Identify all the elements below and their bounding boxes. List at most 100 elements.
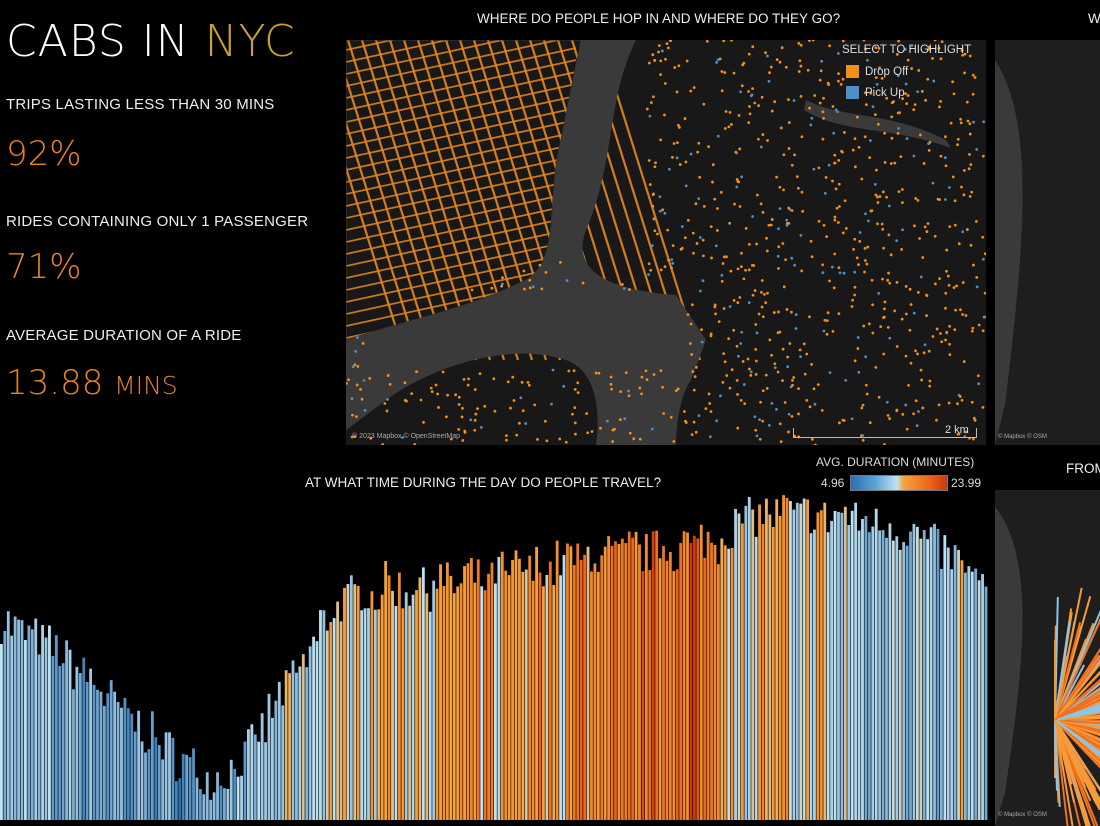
bar-segment <box>102 705 106 820</box>
dropoff-point <box>853 237 857 241</box>
dropoff-point <box>585 412 589 415</box>
dropoff-point <box>969 163 973 167</box>
dropoff-point <box>799 43 803 47</box>
bar <box>638 533 648 820</box>
dropoff-point <box>851 148 855 152</box>
bar <box>144 711 154 820</box>
bar-segment <box>569 546 573 820</box>
dropoff-point <box>697 141 701 145</box>
dropoff-point <box>613 427 616 431</box>
dropoff-point <box>822 116 825 120</box>
dropoff-point <box>886 414 890 417</box>
bar-segment <box>922 530 926 820</box>
dropoff-point <box>755 193 759 197</box>
dropoff-point <box>517 421 521 425</box>
dropoff-point <box>419 398 423 402</box>
bar-segment <box>957 549 960 820</box>
bar-segment <box>89 668 93 820</box>
dropoff-point <box>939 100 943 103</box>
dropoff-point <box>739 398 743 402</box>
dropoff-point <box>947 283 951 287</box>
dropoff-point <box>663 113 666 117</box>
dropoff-point <box>781 379 784 383</box>
route-line <box>1054 708 1100 721</box>
dropoff-point <box>814 443 817 445</box>
dropoff-point <box>882 246 885 250</box>
dropoff-point <box>736 301 740 305</box>
bar-segment <box>837 511 840 820</box>
bar-segment <box>806 499 810 820</box>
pickup-point <box>777 227 780 231</box>
dropoff-point <box>928 379 932 383</box>
dropoff-point <box>723 127 727 130</box>
pickup-point <box>871 105 875 109</box>
legend-item-pick-up[interactable]: Pick Up <box>846 86 905 99</box>
map-attribution[interactable]: © 2023 Mapbox © OpenStreetMap <box>352 433 460 440</box>
street <box>346 239 577 291</box>
dropoff-point <box>671 244 675 248</box>
dropoff-point <box>944 306 947 310</box>
dropoff-point <box>913 103 917 107</box>
dropoff-point <box>695 242 699 245</box>
map-canvas[interactable] <box>995 490 1100 826</box>
dropoff-point <box>787 98 790 102</box>
dropoff-point <box>618 418 622 422</box>
dropoff-point <box>850 305 854 308</box>
pickup-point <box>794 313 798 317</box>
dropoff-point <box>856 115 859 119</box>
bar-segment <box>778 515 782 820</box>
street <box>346 40 452 63</box>
pickup-point <box>701 279 705 283</box>
pickup-point <box>932 79 936 83</box>
origin-map-top[interactable] <box>995 40 1100 445</box>
bar-segment <box>260 713 264 820</box>
dropoff-point <box>538 263 542 267</box>
bar-segment <box>68 649 72 820</box>
bar <box>298 654 309 820</box>
dropoff-point <box>573 421 577 425</box>
bar <box>257 713 267 820</box>
pickup-dropoff-map[interactable] <box>346 40 986 445</box>
bar-segment <box>902 542 906 820</box>
dropoff-point <box>659 268 663 272</box>
dropoff-point <box>904 354 908 358</box>
dropoff-point <box>914 349 917 353</box>
pickup-point <box>519 396 523 400</box>
dropoff-point <box>683 117 687 120</box>
dropoff-point <box>806 68 810 72</box>
dropoff-point <box>868 421 872 425</box>
map-attribution[interactable]: © Mapbox © OSM <box>998 812 1047 818</box>
dropoff-point <box>965 228 969 231</box>
dropoff-point <box>747 121 751 125</box>
bar <box>730 508 741 820</box>
bar-segment <box>857 530 861 820</box>
route-line <box>1054 719 1092 802</box>
dropoff-point <box>386 374 390 377</box>
bar <box>679 531 689 820</box>
bar-segment <box>946 547 950 820</box>
map-canvas[interactable] <box>346 40 986 445</box>
bar <box>957 549 967 820</box>
map-attribution[interactable]: © Mapbox © OSM <box>998 434 1047 440</box>
dropoff-point <box>899 155 903 158</box>
dropoff-point <box>779 440 783 444</box>
dropoff-point <box>361 341 365 345</box>
dropoff-point <box>353 363 357 367</box>
pickup-point <box>401 436 404 439</box>
bar-segment <box>789 500 792 820</box>
dropoff-point <box>723 71 727 74</box>
dropoff-point <box>795 175 799 179</box>
dropoff-point <box>733 202 736 206</box>
map-canvas[interactable] <box>995 40 1100 445</box>
dropoff-point <box>757 104 760 107</box>
dropoff-point <box>975 275 979 279</box>
dropoff-point <box>523 287 526 291</box>
bar-segment <box>349 575 353 820</box>
origin-map-bottom[interactable] <box>995 490 1100 826</box>
dropoff-point <box>734 150 738 154</box>
hourly-trips-bar-chart[interactable] <box>0 490 988 822</box>
dropoff-point <box>974 219 978 223</box>
legend-item-drop-off[interactable]: Drop Off <box>846 65 908 78</box>
dropoff-point <box>933 282 937 286</box>
dropoff-point <box>667 258 670 262</box>
